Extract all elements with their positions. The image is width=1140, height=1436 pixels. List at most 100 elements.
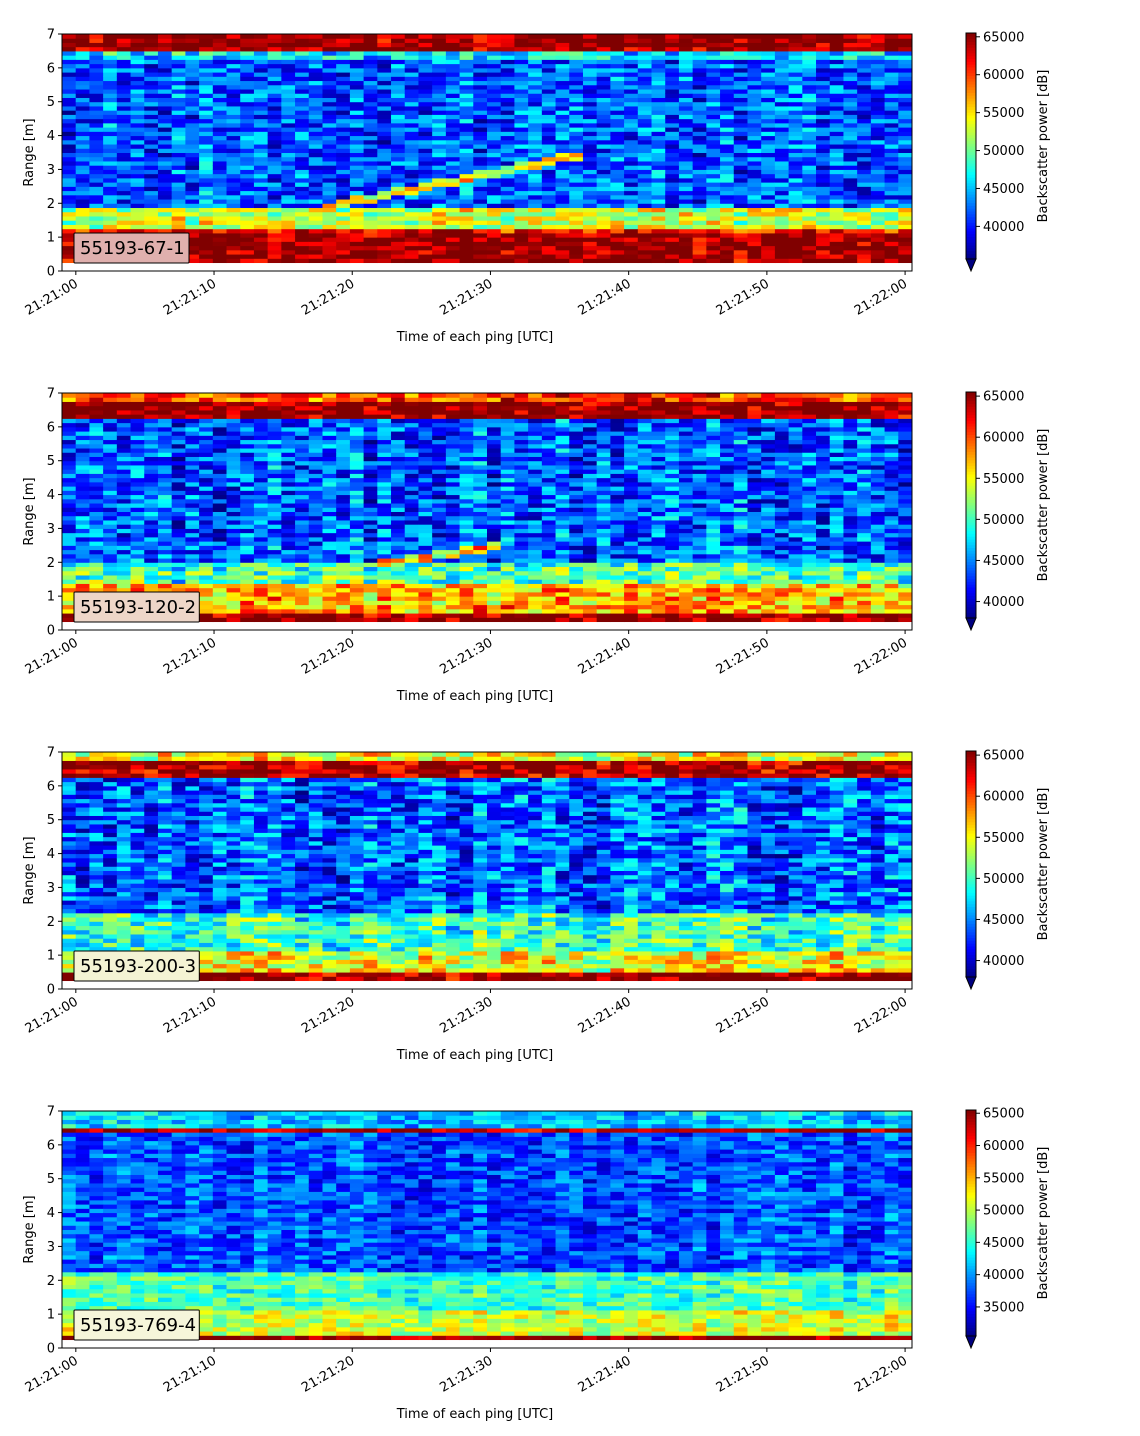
heatmap-cell	[349, 135, 365, 141]
heatmap-cell	[404, 456, 419, 462]
heatmap-cell	[157, 93, 173, 98]
heatmap-cell	[733, 93, 748, 98]
heatmap-cell	[432, 460, 447, 466]
heatmap-cell	[308, 241, 323, 247]
heatmap-cell	[253, 431, 269, 436]
heatmap-cell	[555, 46, 570, 52]
heatmap-cell	[62, 608, 77, 614]
heatmap-cell	[720, 139, 735, 145]
heatmap-cell	[747, 199, 762, 204]
colorbar-segment	[966, 103, 976, 108]
heatmap-cell	[377, 596, 392, 601]
heatmap-cell	[651, 89, 666, 94]
heatmap-cell	[528, 194, 543, 200]
heatmap-cell	[884, 97, 899, 103]
heatmap-cell	[363, 110, 378, 115]
heatmap-cell	[720, 46, 735, 52]
heatmap-cell	[678, 50, 694, 56]
heatmap-cell	[404, 101, 419, 107]
colorbar-segment	[966, 117, 976, 122]
heatmap-cell	[802, 245, 817, 251]
heatmap-cell	[253, 224, 269, 230]
heatmap-cell	[473, 93, 488, 98]
heatmap-cell	[788, 258, 803, 264]
heatmap-cell	[267, 558, 282, 563]
heatmap-cell	[363, 97, 378, 103]
heatmap-cell	[157, 494, 173, 500]
heatmap-cell	[171, 93, 186, 98]
heatmap-cell	[253, 600, 269, 606]
heatmap-cell	[185, 477, 200, 483]
heatmap-cell	[514, 173, 529, 179]
heatmap-cell	[240, 42, 255, 48]
heatmap-cell	[281, 177, 296, 183]
heatmap-cell	[651, 139, 666, 145]
heatmap-cell	[130, 80, 145, 86]
heatmap-cell	[212, 431, 228, 436]
heatmap-cell	[336, 393, 351, 398]
heatmap-cell	[404, 34, 419, 39]
heatmap-cell	[281, 549, 296, 555]
heatmap-cell	[116, 63, 132, 69]
heatmap-cell	[733, 105, 748, 111]
heatmap-cell	[240, 93, 255, 98]
heatmap-cell	[857, 207, 872, 213]
heatmap-cell	[651, 207, 666, 213]
heatmap-cell	[240, 80, 255, 86]
heatmap-cell	[295, 224, 310, 230]
heatmap-cell	[240, 63, 255, 69]
heatmap-cell	[336, 228, 351, 234]
heatmap-cell	[391, 431, 406, 436]
heatmap-cell	[445, 93, 461, 98]
heatmap-cell	[363, 541, 378, 546]
heatmap-cell	[432, 579, 447, 584]
heatmap-cell	[418, 63, 433, 69]
heatmap-cell	[802, 220, 817, 225]
heatmap-cell	[240, 439, 255, 445]
heatmap-cell	[103, 203, 118, 209]
heatmap-cell	[281, 232, 296, 238]
heatmap-cell	[706, 84, 721, 90]
heatmap-cell	[404, 562, 419, 568]
heatmap-cell	[62, 160, 77, 166]
heatmap-cell	[157, 515, 173, 521]
heatmap-cell	[267, 536, 282, 542]
heatmap-cell	[171, 583, 186, 589]
heatmap-cell	[596, 80, 611, 86]
heatmap-cell	[720, 122, 735, 128]
heatmap-cell	[144, 228, 159, 234]
heatmap-cell	[157, 448, 173, 453]
heatmap-cell	[336, 401, 351, 407]
heatmap-cell	[75, 203, 90, 209]
heatmap-cell	[706, 122, 721, 128]
heatmap-cell	[75, 507, 90, 512]
heatmap-cell	[199, 481, 214, 487]
heatmap-cell	[555, 211, 570, 217]
heatmap-cell	[761, 131, 776, 137]
heatmap-cell	[665, 144, 680, 149]
heatmap-cell	[199, 519, 214, 525]
heatmap-cell	[569, 131, 584, 137]
heatmap-cell	[199, 409, 214, 415]
heatmap-cell	[404, 38, 419, 43]
heatmap-cell	[62, 67, 77, 73]
heatmap-cell	[391, 452, 406, 457]
heatmap-cell	[432, 477, 447, 483]
heatmap-cell	[816, 131, 831, 137]
heatmap-cell	[541, 228, 557, 234]
heatmap-cell	[788, 228, 803, 234]
heatmap-cell	[391, 139, 406, 145]
heatmap-cell	[377, 207, 392, 213]
heatmap-cell	[377, 93, 392, 98]
heatmap-cell	[89, 220, 104, 225]
heatmap-cell	[363, 160, 378, 166]
heatmap-cell	[281, 405, 296, 411]
heatmap-cell	[432, 519, 447, 525]
heatmap-cell	[171, 490, 186, 496]
heatmap-cell	[870, 135, 886, 141]
heatmap-cell	[199, 426, 214, 432]
heatmap-cell	[720, 127, 735, 132]
heatmap-cell	[473, 177, 488, 183]
heatmap-cell	[226, 46, 241, 52]
heatmap-cell	[733, 152, 748, 158]
